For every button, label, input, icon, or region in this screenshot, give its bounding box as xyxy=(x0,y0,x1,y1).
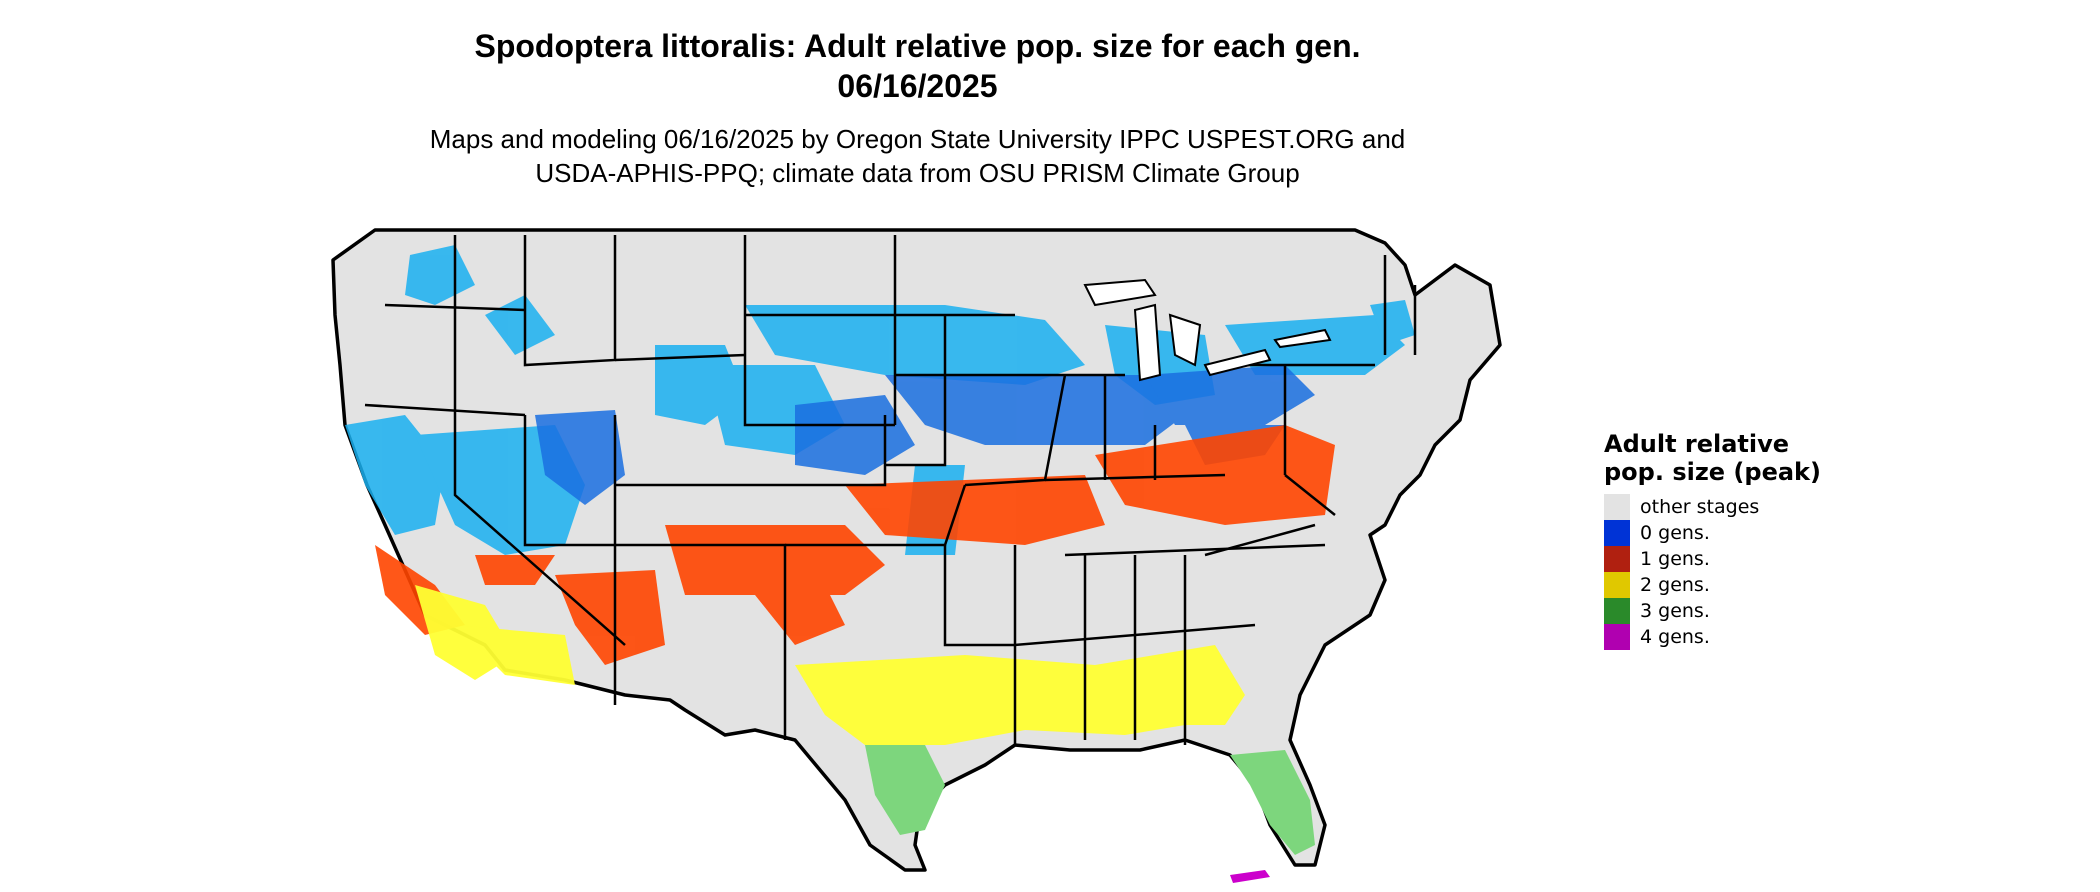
legend-label: 3 gens. xyxy=(1640,600,1710,622)
legend: Adult relative pop. size (peak) other st… xyxy=(1604,430,1824,650)
legend-title: Adult relative pop. size (peak) xyxy=(1604,430,1821,486)
legend-label: 2 gens. xyxy=(1640,574,1710,596)
legend-item: 2 gens. xyxy=(1604,572,1824,598)
legend-swatch xyxy=(1604,572,1630,598)
zone-3-gens xyxy=(865,745,1315,855)
legend-item: 1 gens. xyxy=(1604,546,1824,572)
map-date: 06/16/2025 xyxy=(837,68,998,104)
state-borders xyxy=(364,235,1417,745)
legend-swatch xyxy=(1604,624,1630,650)
zone-4-gens xyxy=(1230,870,1270,883)
legend-swatch xyxy=(1604,546,1630,572)
map-subtitle-line2: USDA-APHIS-PPQ; climate data from OSU PR… xyxy=(535,158,1300,188)
us-map xyxy=(331,228,1502,883)
great-lakes xyxy=(1083,278,1332,382)
zone-2-gens xyxy=(415,585,1245,745)
legend-item: 3 gens. xyxy=(1604,598,1824,624)
legend-label: other stages xyxy=(1640,496,1760,518)
legend-label: 1 gens. xyxy=(1640,548,1710,570)
legend-swatch xyxy=(1604,520,1630,546)
map-title: Spodoptera littoralis: Adult relative po… xyxy=(474,28,1361,64)
map-subtitle-line1: Maps and modeling 06/16/2025 by Oregon S… xyxy=(429,124,1406,154)
legend-swatch xyxy=(1604,494,1630,520)
legend-item: 0 gens. xyxy=(1604,520,1824,546)
legend-swatch xyxy=(1604,598,1630,624)
legend-item: 4 gens. xyxy=(1604,624,1824,650)
legend-label: 0 gens. xyxy=(1640,522,1710,544)
legend-label: 4 gens. xyxy=(1640,626,1710,648)
legend-item: other stages xyxy=(1604,494,1824,520)
